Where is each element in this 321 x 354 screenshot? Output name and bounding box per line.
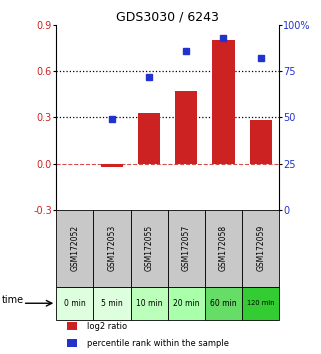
Title: GDS3030 / 6243: GDS3030 / 6243 (116, 11, 219, 24)
Bar (168, 210, 205, 287)
Text: percentile rank within the sample: percentile rank within the sample (87, 338, 230, 348)
Text: 20 min: 20 min (173, 299, 200, 308)
Bar (138, 113, 160, 164)
Text: 0 min: 0 min (64, 299, 86, 308)
Bar (93, 287, 131, 320)
Bar (242, 287, 279, 320)
Bar (175, 91, 197, 164)
Text: 5 min: 5 min (101, 299, 123, 308)
Bar (131, 287, 168, 320)
Text: time: time (2, 295, 24, 305)
Text: GSM172053: GSM172053 (108, 225, 117, 272)
Bar (205, 210, 242, 287)
Bar (93, 210, 131, 287)
Bar (249, 120, 272, 164)
Bar (67, 322, 77, 330)
Text: GSM172058: GSM172058 (219, 225, 228, 272)
Text: GSM172057: GSM172057 (182, 225, 191, 272)
Text: 120 min: 120 min (247, 300, 274, 306)
Bar (56, 210, 93, 287)
Bar (56, 287, 93, 320)
Text: GSM172052: GSM172052 (70, 225, 79, 272)
Bar (205, 287, 242, 320)
Text: GSM172059: GSM172059 (256, 225, 265, 272)
Text: GSM172055: GSM172055 (145, 225, 154, 272)
Text: 10 min: 10 min (136, 299, 162, 308)
Bar (213, 40, 235, 164)
Bar (168, 287, 205, 320)
Bar (101, 164, 123, 167)
Bar (242, 210, 279, 287)
Bar (67, 339, 77, 347)
Text: 60 min: 60 min (210, 299, 237, 308)
Text: log2 ratio: log2 ratio (87, 321, 127, 331)
Bar (131, 210, 168, 287)
